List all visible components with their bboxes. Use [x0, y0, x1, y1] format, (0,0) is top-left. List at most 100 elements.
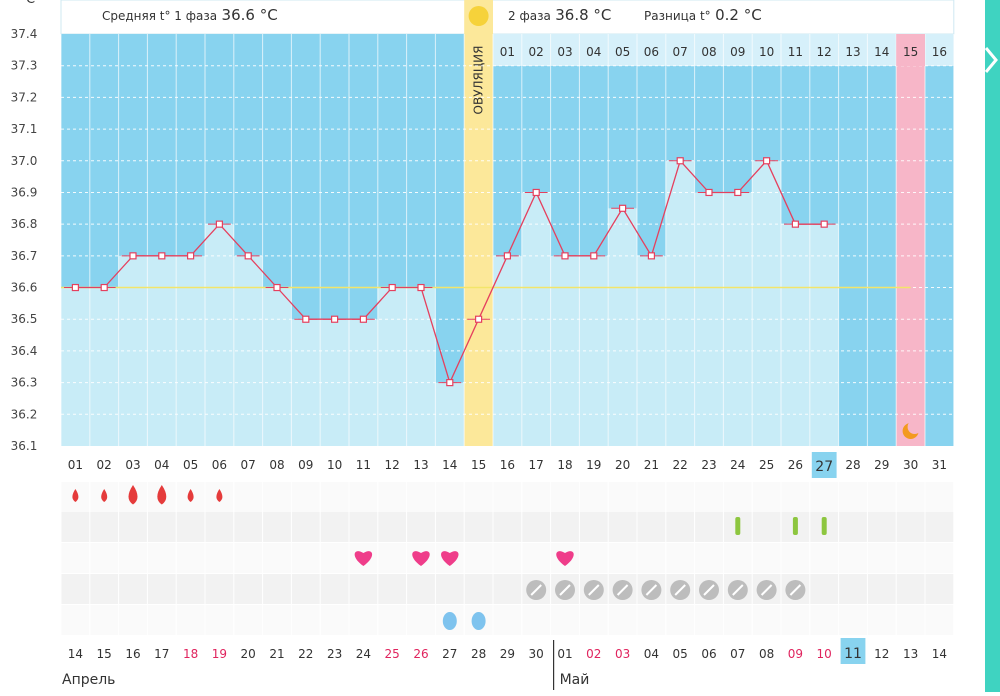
temperature-point	[503, 252, 511, 260]
symbol-row	[61, 512, 954, 542]
cycle-day-label: 29	[874, 458, 889, 472]
calendar-date-label: 23	[327, 647, 342, 661]
calendar-date-label: 16	[125, 647, 140, 661]
temperature-point	[820, 220, 828, 228]
calendar-date-label: 03	[615, 647, 630, 661]
temperature-point	[215, 220, 223, 228]
phase2-value: 36.8 °C	[555, 6, 612, 24]
phase1-summary: Средняя t° 1 фаза 36.6 °C	[102, 6, 278, 24]
phase2-day-label: 15	[903, 45, 918, 59]
header-band	[60, 0, 955, 35]
cycle-day-label: 06	[212, 458, 227, 472]
month-label-april: Апрель	[62, 672, 115, 688]
pill-icon-line	[559, 584, 571, 596]
phase2-day-label: 10	[759, 45, 774, 59]
symbol-row	[61, 605, 954, 635]
phase2-day-label: 03	[557, 45, 572, 59]
phase2-day-label: 01	[500, 45, 515, 59]
cycle-day-label: 03	[125, 458, 140, 472]
calendar-date-label: 24	[356, 647, 371, 661]
calendar-date-label: 29	[500, 647, 515, 661]
y-tick-label: 36.5	[11, 312, 38, 326]
phase2-day-label: 02	[529, 45, 544, 59]
cycle-day-label: 19	[586, 458, 601, 472]
pill-icon-line	[616, 584, 629, 596]
test-mark-icon	[821, 517, 827, 535]
y-tick-label: 37.0	[11, 154, 38, 168]
symbol-row	[61, 574, 954, 604]
cycle-day-label: 09	[298, 458, 313, 472]
today-highlight	[840, 638, 866, 664]
temperature-point	[734, 188, 742, 197]
temperature-point	[388, 283, 396, 292]
temperature-point	[446, 379, 454, 387]
pill-icon-line	[789, 584, 802, 596]
phase2-day-label: 13	[845, 45, 860, 59]
temperature-point	[273, 283, 281, 292]
edge-arrow-icon	[984, 47, 998, 73]
cycle-day-label: 14	[442, 458, 457, 472]
phase2-day-label: 08	[701, 45, 716, 59]
difference-value: 0.2 °C	[715, 6, 762, 24]
phase2-label: 2 фаза	[508, 9, 551, 23]
cycle-day-label: 31	[932, 458, 947, 472]
heart-icon	[412, 551, 430, 566]
y-tick-label: 37.2	[11, 90, 38, 104]
y-unit-label: C	[26, 0, 35, 7]
temperature-bar	[752, 160, 781, 446]
temperature-bar	[89, 287, 119, 446]
temperature-point	[244, 252, 252, 260]
calendar-date-label: 30	[529, 647, 544, 661]
calendar-date-label: 09	[788, 647, 803, 661]
symbol-row	[61, 543, 954, 573]
calendar-date-label: 14	[932, 647, 947, 661]
cycle-day-label: 07	[241, 458, 256, 472]
calendar-date-label: 17	[154, 647, 169, 661]
temperature-point	[187, 252, 195, 260]
temperature-point	[475, 315, 483, 323]
moon-icon-mask	[907, 420, 922, 434]
screen-edge	[985, 0, 1000, 692]
cycle-day-label: 21	[644, 458, 659, 472]
cycle-day-label: 23	[701, 458, 716, 472]
current-day-highlight	[811, 452, 837, 478]
phase2-day-label: 09	[730, 45, 745, 59]
temperature-bar	[406, 287, 436, 446]
y-tick-label: 36.4	[11, 344, 38, 358]
period-drop-icon	[101, 489, 108, 502]
phase2-summary: 2 фаза 36.8 °C	[508, 6, 611, 24]
temperature-point	[302, 315, 310, 323]
cycle-day-label: 27	[815, 459, 833, 475]
period-drop-icon	[216, 489, 223, 502]
temperature-point	[331, 315, 339, 323]
calendar-date-label: 27	[442, 647, 457, 661]
calendar-date-label: 18	[183, 647, 198, 661]
calendar-date-label: 14	[68, 647, 83, 661]
temperature-bar	[61, 287, 90, 446]
temperature-bar	[262, 287, 292, 446]
cycle-day-label: 01	[68, 458, 83, 472]
cycle-day-label: 04	[154, 458, 169, 472]
cycle-day-label: 25	[759, 458, 774, 472]
cycle-day-label: 10	[327, 458, 342, 472]
calendar-date-label: 15	[97, 647, 112, 661]
test-mark-icon	[735, 517, 741, 535]
temperature-point	[618, 204, 627, 212]
calendar-date-label: 11	[844, 646, 862, 662]
temperature-point	[129, 252, 137, 260]
pill-icon-line	[732, 584, 744, 596]
cycle-day-label: 24	[730, 458, 745, 472]
blue-drop-icon	[471, 612, 486, 630]
temperature-bar	[665, 160, 695, 446]
temperature-point	[647, 252, 656, 260]
phase2-day-label: 11	[788, 45, 803, 59]
temperature-bar	[608, 208, 637, 446]
calendar-date-label: 04	[644, 647, 659, 661]
period-drop-icon	[72, 489, 79, 502]
month-label-may: Май	[560, 672, 590, 688]
temperature-point	[762, 157, 771, 165]
heart-icon	[441, 551, 459, 566]
temperature-bar	[377, 287, 407, 446]
